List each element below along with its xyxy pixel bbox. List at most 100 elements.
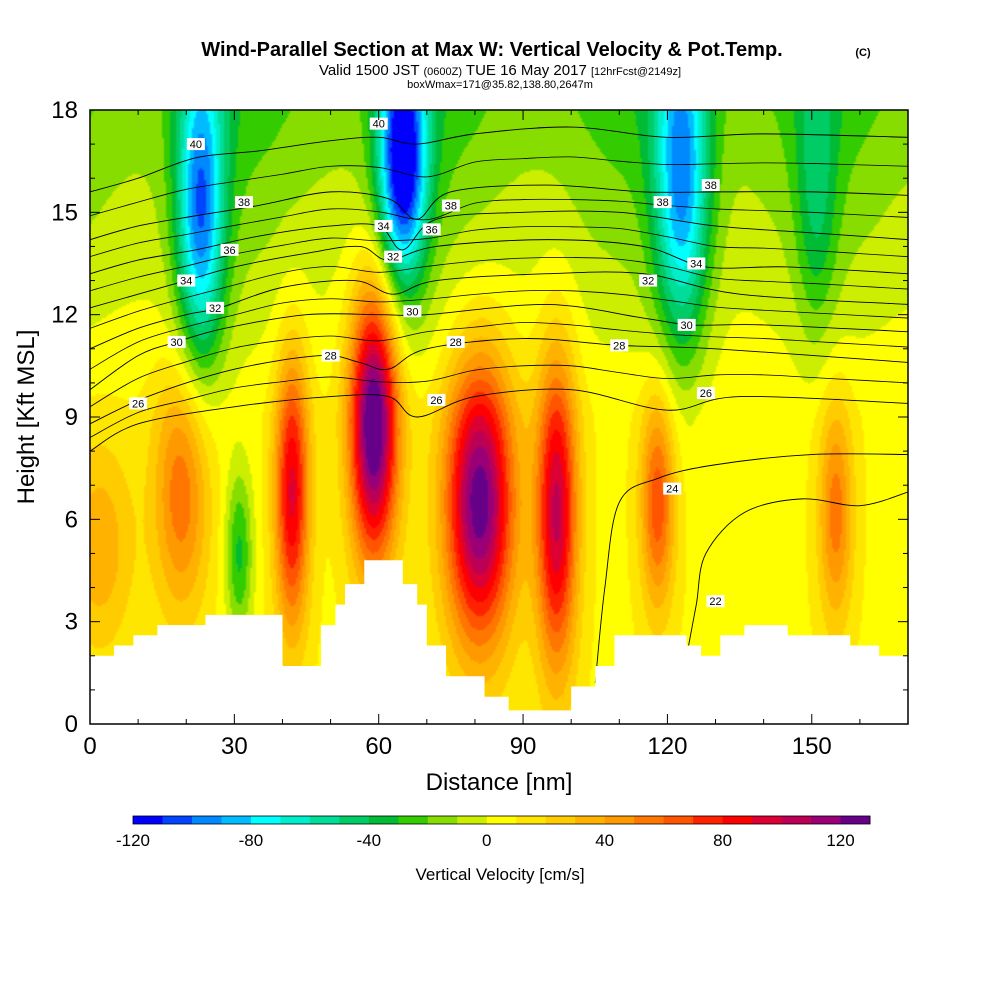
x-tick-label: 0 bbox=[83, 733, 96, 760]
isentrope-label-text: 40 bbox=[373, 119, 385, 131]
isentrope-label: 30 bbox=[403, 305, 422, 318]
y-axis-label: Height [Kft MSL] bbox=[13, 330, 40, 505]
colorbar-tick-labels: -120 -80 -40 0 40 80 120 bbox=[116, 831, 855, 850]
isentrope-label: 24 bbox=[663, 482, 682, 496]
y-tick-label: 12 bbox=[51, 302, 78, 329]
isentrope-label: 22 bbox=[706, 595, 725, 608]
colorbar-swatch bbox=[221, 816, 252, 824]
x-tick-label: 60 bbox=[365, 733, 392, 760]
colorbar-swatch bbox=[280, 816, 311, 824]
isentrope-label: 38 bbox=[441, 199, 460, 213]
isentrope-28 bbox=[90, 338, 908, 425]
x-tick-label: 30 bbox=[221, 733, 248, 760]
colorbar-tick-label: 80 bbox=[713, 831, 732, 850]
isentrope-label-text: 30 bbox=[170, 337, 182, 349]
isentrope-label: 38 bbox=[653, 196, 672, 209]
isentrope-label: 38 bbox=[234, 196, 253, 209]
isentrope-label: 34 bbox=[177, 274, 196, 288]
colorbar-swatch bbox=[191, 816, 222, 824]
colorbar-swatch bbox=[368, 816, 399, 824]
colorbar-swatch bbox=[634, 816, 665, 824]
colorbar-tick-label: -120 bbox=[116, 831, 150, 850]
isentrope-label: 28 bbox=[610, 339, 629, 352]
isentrope-label: 36 bbox=[220, 243, 239, 257]
colorbar-label: Vertical Velocity [cm/s] bbox=[415, 865, 584, 884]
isentrope-label-text: 34 bbox=[377, 221, 389, 233]
x-tick-label: 150 bbox=[792, 733, 832, 760]
colorbar-swatch bbox=[427, 816, 458, 824]
isentrope-label: 30 bbox=[167, 335, 186, 349]
isentrope-label-text: 38 bbox=[656, 197, 668, 209]
isentrope-minor bbox=[90, 198, 908, 258]
isentrope-label: 38 bbox=[701, 179, 720, 192]
isentrope-label-text: 28 bbox=[613, 340, 625, 352]
isentrope-label-text: 36 bbox=[223, 245, 235, 257]
terrain-mask bbox=[90, 560, 908, 724]
colorbar-swatch bbox=[486, 816, 517, 824]
colorbar-swatch bbox=[575, 816, 606, 824]
forecast-info: [12hrFcst@2149z] bbox=[591, 66, 681, 78]
colorbar-tick-label: 120 bbox=[826, 831, 854, 850]
x-tick-label: 90 bbox=[510, 733, 537, 760]
colorbar-swatch bbox=[339, 816, 370, 824]
colorbar-swatch bbox=[250, 816, 281, 824]
colorbar-swatch bbox=[752, 816, 782, 824]
isentrope-label: 32 bbox=[206, 301, 225, 315]
contour-labels: 22 24 26 28 30 32 34 36 38 40 26 26 28 28 30 30 32 32 34 34… bbox=[129, 117, 725, 608]
valid-utc: (0600Z) bbox=[423, 66, 462, 78]
copyright-mark: (C) bbox=[855, 47, 871, 59]
colorbar-tick-label: -80 bbox=[239, 831, 264, 850]
isentrope-label-text: 24 bbox=[666, 484, 678, 496]
isentrope-label-text: 26 bbox=[132, 398, 144, 410]
colorbar-swatch bbox=[133, 816, 163, 824]
isentrope-label-text: 32 bbox=[387, 252, 399, 264]
y-tick-label: 9 bbox=[65, 404, 78, 431]
valid-prefix: Valid 1500 JST bbox=[319, 62, 419, 79]
y-tick-label: 6 bbox=[65, 506, 78, 533]
colorbar-swatch bbox=[545, 816, 576, 824]
isentrope-32 bbox=[90, 271, 908, 350]
isentrope-label-text: 38 bbox=[238, 197, 250, 209]
valid-date: TUE 16 May 2017 bbox=[466, 62, 587, 79]
isentrope-label: 30 bbox=[677, 318, 696, 332]
isentrope-label-text: 26 bbox=[430, 395, 442, 407]
colorbar-swatch bbox=[516, 816, 547, 824]
isentrope-38 bbox=[90, 184, 908, 241]
isentrope-22 bbox=[686, 491, 908, 656]
x-axis-label: Distance [nm] bbox=[426, 769, 573, 796]
colorbar-swatch bbox=[840, 816, 871, 824]
isentrope-label: 28 bbox=[321, 349, 340, 363]
isentrope-label: 32 bbox=[639, 274, 658, 288]
isentrope-label-text: 36 bbox=[426, 224, 438, 236]
isentrope-40 bbox=[90, 126, 908, 193]
isentrope-label: 32 bbox=[384, 250, 403, 264]
colorbar-tick-label: 40 bbox=[595, 831, 614, 850]
colorbar-tick-label: -40 bbox=[357, 831, 382, 850]
isentrope-label: 40 bbox=[369, 117, 388, 131]
colorbar-swatch bbox=[663, 816, 694, 824]
colorbar-swatch bbox=[309, 816, 340, 824]
colorbar-swatch bbox=[811, 816, 841, 824]
isentrope-label: 26 bbox=[696, 387, 715, 400]
isentrope-label-text: 34 bbox=[180, 276, 192, 288]
isentrope-26 bbox=[90, 388, 908, 452]
isentrope-label-text: 26 bbox=[700, 388, 712, 400]
colorbar-swatch bbox=[162, 816, 193, 824]
isentrope-label: 28 bbox=[446, 335, 465, 349]
valid-time-line: Valid 1500 JST (0600Z) TUE 16 May 2017 [… bbox=[319, 62, 681, 79]
colorbar-swatch bbox=[693, 816, 723, 824]
isentrope-label-text: 38 bbox=[705, 180, 717, 192]
isentrope-label-text: 38 bbox=[445, 201, 457, 213]
isentrope-label: 26 bbox=[427, 393, 446, 407]
isentrope-label-text: 30 bbox=[406, 306, 418, 318]
colorbar-swatch bbox=[722, 816, 753, 824]
colorbar bbox=[132, 815, 871, 825]
isentrope-label: 40 bbox=[186, 138, 205, 151]
isentrope-minor bbox=[90, 364, 908, 438]
x-tick-label: 120 bbox=[647, 733, 687, 760]
isentrope-label: 26 bbox=[129, 397, 148, 410]
isentrope-label-text: 32 bbox=[209, 303, 221, 315]
